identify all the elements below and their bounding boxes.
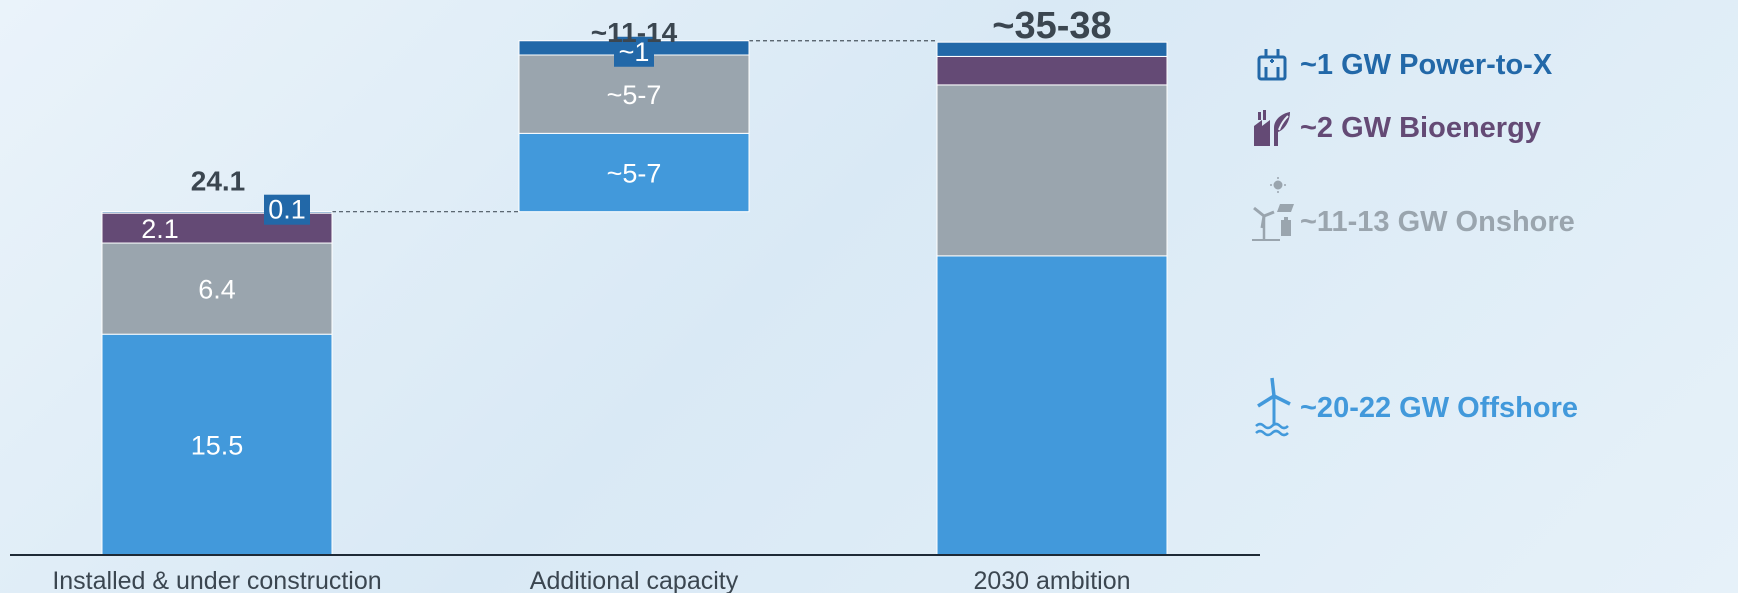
legend-item-offshore: ~20-22 GW Offshore: [1255, 377, 1578, 437]
category-label: Additional capacity: [530, 567, 739, 593]
bioenergy-icon: [1254, 110, 1290, 146]
bar-onshore-2: [936, 84, 1168, 257]
category-label: Installed & under construction: [52, 567, 381, 593]
data-label: 15.5: [191, 431, 244, 461]
totals: 24.1 ~11-14 ~35-38: [191, 5, 1112, 197]
bar-labels: 15.5 6.4 2.1 0.1 ~5-7 ~5-7 ~1: [141, 36, 662, 461]
legend-item-bioenergy: ~2 GW Bioenergy: [1254, 106, 1541, 150]
legend-item-power-to-x: ~1 GW Power-to-X: [1257, 43, 1553, 87]
category-label: 2030 ambition: [973, 567, 1130, 593]
bar-offshore-1: [518, 132, 750, 213]
bar-offshore-0: [101, 333, 333, 556]
data-label: ~5-7: [607, 80, 662, 110]
bar-onshore-1: [518, 54, 750, 134]
power-to-x-icon: [1257, 49, 1287, 81]
offshore-icon: [1255, 377, 1291, 437]
chart: 15.5 6.4 2.1 0.1 ~5-7 ~5-7 ~1 24.1 ~11-14 ~35-38…: [10, 5, 1260, 593]
total-label: ~35-38: [992, 5, 1111, 47]
connectors: [332, 40, 937, 213]
legend-item-onshore: ~11-13 GW Onshore: [1252, 177, 1575, 244]
category-labels: Installed & under construction Additional…: [52, 567, 1130, 593]
data-label: 0.1: [268, 195, 306, 225]
bars: [101, 40, 1168, 556]
data-label: 2.1: [141, 214, 179, 244]
bar-power-to-x-0: [101, 211, 333, 214]
total-label: 24.1: [191, 166, 246, 197]
data-label: ~1: [619, 37, 650, 67]
bar-bioenergy-2: [936, 55, 1168, 86]
data-label: ~5-7: [607, 159, 662, 189]
legend-label: ~20-22 GW Offshore: [1300, 391, 1578, 424]
legend-label: ~2 GW Bioenergy: [1300, 111, 1541, 144]
data-label-box: [264, 194, 310, 225]
bar-power-to-x-2: [936, 41, 1168, 57]
legend-label: ~1 GW Power-to-X: [1300, 48, 1553, 81]
data-label-box: [614, 36, 654, 67]
data-label: 6.4: [198, 275, 236, 305]
bar-offshore-2: [936, 255, 1168, 556]
onshore-icon: [1252, 177, 1294, 241]
legend-label: ~11-13 GW Onshore: [1300, 205, 1575, 238]
total-label: ~11-14: [591, 17, 678, 48]
